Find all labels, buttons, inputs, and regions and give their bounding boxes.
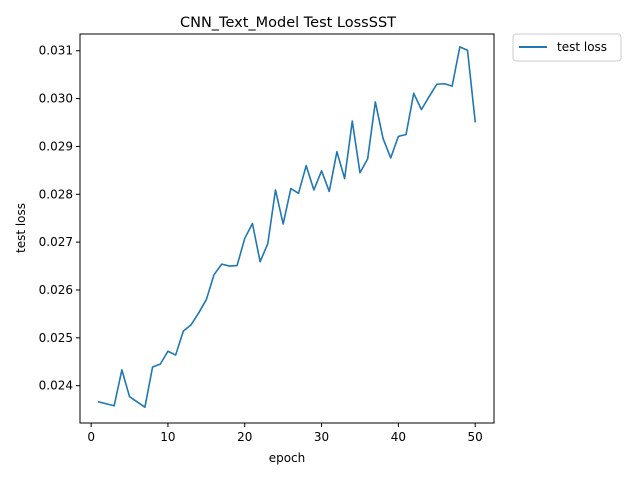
legend: test loss [512, 33, 622, 62]
y-tick-label: 0.028 [39, 187, 73, 201]
plot-frame [79, 33, 495, 424]
y-tick-label: 0.031 [39, 44, 73, 58]
x-axis-label: epoch [269, 451, 306, 465]
y-tick-label: 0.030 [39, 92, 73, 106]
y-tick-label: 0.029 [39, 139, 73, 153]
x-tick-label: 30 [314, 430, 329, 444]
y-tick-label: 0.025 [39, 331, 73, 345]
x-tick-label: 10 [160, 430, 175, 444]
y-axis: 0.024 0.025 0.026 0.027 0.028 0.029 0.030 0.031 [39, 44, 80, 393]
x-tick-label: 40 [391, 430, 406, 444]
y-tick-label: 0.026 [39, 283, 73, 297]
x-tick-label: 50 [468, 430, 483, 444]
legend-box [512, 33, 622, 62]
y-tick-label: 0.024 [39, 379, 73, 393]
x-axis: 0 10 20 30 40 50 [87, 423, 483, 444]
x-tick-label: 0 [87, 430, 95, 444]
x-tick-label: 20 [237, 430, 252, 444]
y-tick-label: 0.027 [39, 235, 73, 249]
chart-title: CNN_Text_Model Test LossSST [180, 15, 396, 31]
series-line [97, 46, 477, 409]
plot-series [97, 46, 477, 409]
legend-entry-label: test loss [557, 40, 607, 54]
y-axis-label: test loss [14, 203, 28, 253]
